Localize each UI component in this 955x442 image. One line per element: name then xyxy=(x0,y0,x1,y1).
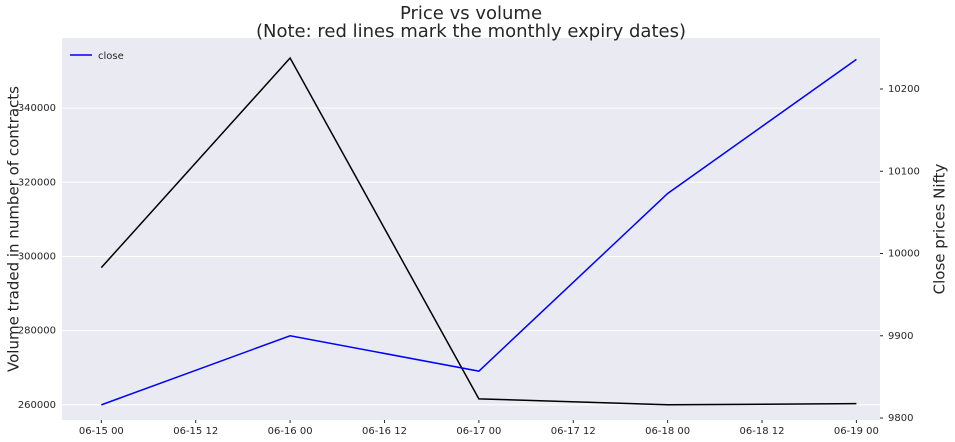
x-tick-label: 06-16 12 xyxy=(362,426,407,437)
line xyxy=(100,56,857,406)
y2-tick-label: 10200 xyxy=(888,84,920,95)
legend-label: close xyxy=(98,51,124,62)
y-axis-label: Volume traded in number of contracts xyxy=(5,86,23,372)
x-tick-label: 06-15 00 xyxy=(79,426,124,437)
x-tick-label: 06-16 00 xyxy=(268,426,313,437)
x-tick-label: 06-18 12 xyxy=(740,426,785,437)
y2-tick-label: 10000 xyxy=(888,249,920,260)
y2-tick-label: 9800 xyxy=(888,413,913,424)
line xyxy=(101,58,857,406)
y2-tick-label: 9900 xyxy=(888,331,913,342)
y-tick-label: 260000 xyxy=(18,400,56,411)
y-tick-label: 340000 xyxy=(18,103,56,114)
plot-area xyxy=(62,38,880,420)
x-tick-label: 06-18 00 xyxy=(645,426,690,437)
x-tick-label: 06-15 12 xyxy=(173,426,218,437)
y2-tick-label: 10100 xyxy=(888,166,920,177)
x-tick-label: 06-17 00 xyxy=(456,426,501,437)
chart-title: Price vs volume xyxy=(400,3,542,24)
x-tick-label: 06-19 00 xyxy=(834,426,879,437)
chart-subtitle: (Note: red lines mark the monthly expiry… xyxy=(256,21,686,42)
x-tick-label: 06-17 12 xyxy=(551,426,596,437)
y-tick-label: 300000 xyxy=(18,251,56,262)
y-tick-label: 280000 xyxy=(18,326,56,337)
y2-axis-label: Close prices Nifty xyxy=(931,164,949,295)
y-tick-label: 320000 xyxy=(18,177,56,188)
